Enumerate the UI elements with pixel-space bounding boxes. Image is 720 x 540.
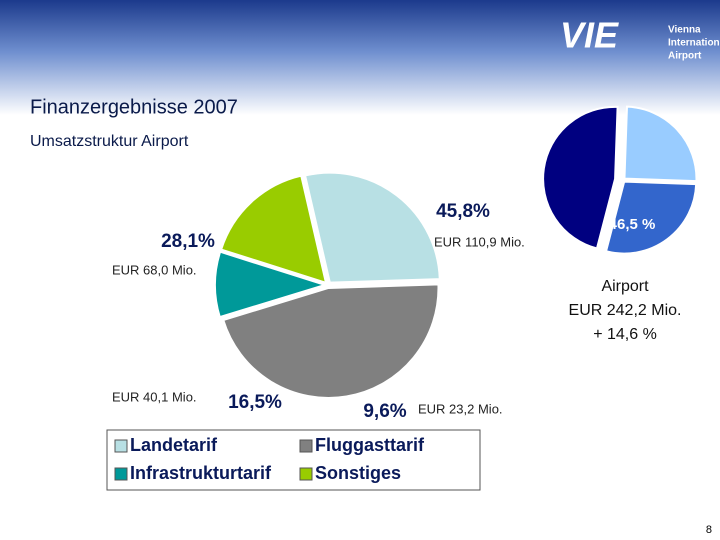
annotation: + 14,6 % [593, 326, 657, 343]
logo-mark: VIE [560, 15, 619, 56]
value-label: 45,8% [436, 201, 490, 222]
pie-slice [623, 105, 698, 183]
legend-box [106, 429, 481, 491]
pie-slice [219, 174, 328, 285]
logo-text: Airport [668, 51, 702, 62]
legend-swatch [299, 439, 313, 453]
legend-swatch [114, 439, 128, 453]
amount-label: EUR 110,9 Mio. [434, 234, 525, 249]
title: Finanzergebnisse 2007 [30, 96, 238, 118]
pie-slice [604, 180, 698, 255]
amount-label: EUR 23,2 Mio. [418, 401, 503, 416]
amount-label: EUR 68,0 Mio. [112, 262, 197, 277]
value-label: 16,5% [228, 392, 282, 413]
value-label: 9,6% [363, 401, 406, 422]
pie-slice [214, 250, 329, 319]
legend-swatch [114, 467, 128, 481]
legend-swatch [299, 467, 313, 481]
annotation: Airport [601, 278, 649, 295]
header-band [0, 0, 720, 115]
legend-label: Sonstiges [315, 463, 401, 483]
value-label: 28,1% [161, 231, 215, 252]
logo-text: International [668, 38, 720, 49]
pie-slice [222, 283, 440, 399]
logo-text: Vienna [668, 25, 701, 36]
subtitle: Umsatzstruktur Airport [30, 133, 189, 150]
pie-slice [542, 105, 619, 250]
legend-label: Landetarif [130, 435, 218, 455]
legend-label: Fluggasttarif [315, 435, 425, 455]
amount-label: EUR 40,1 Mio. [112, 389, 197, 404]
value-label: 46,5 % [609, 216, 656, 233]
annotation: EUR 242,2 Mio. [569, 302, 682, 319]
page-number: 8 [706, 524, 712, 536]
legend-label: Infrastrukturtarif [130, 463, 272, 483]
pie-slice [303, 171, 441, 284]
